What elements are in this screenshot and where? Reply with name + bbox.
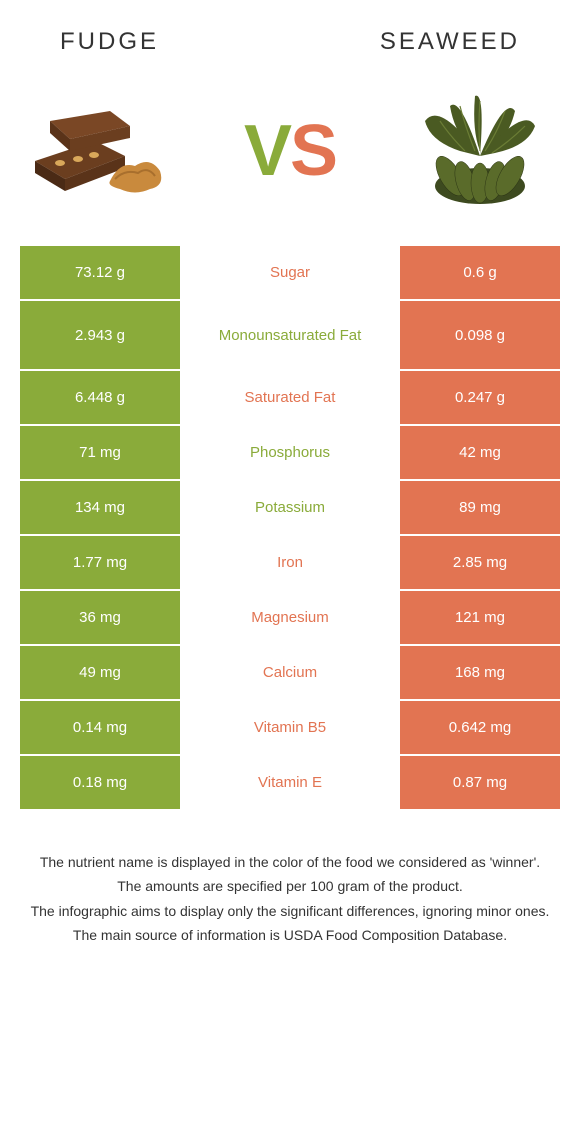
title-left: Fudge [60,28,159,56]
table-row: 6.448 gSaturated Fat0.247 g [20,371,560,424]
table-row: 2.943 gMonounsaturated Fat0.098 g [20,301,560,369]
left-value: 73.12 g [20,246,180,299]
left-value: 2.943 g [20,301,180,369]
left-value: 6.448 g [20,371,180,424]
right-value: 168 mg [400,646,560,699]
nutrient-label: Sugar [180,246,400,299]
title-right: Seaweed [380,28,520,56]
nutrient-label: Monounsaturated Fat [180,301,400,369]
table-row: 71 mgPhosphorus42 mg [20,426,560,479]
vs-label: VS [244,110,336,192]
vs-v: V [244,111,290,191]
right-value: 0.87 mg [400,756,560,809]
left-value: 0.18 mg [20,756,180,809]
table-row: 0.14 mgVitamin B50.642 mg [20,701,560,754]
table-row: 134 mgPotassium89 mg [20,481,560,534]
nutrient-label: Vitamin B5 [180,701,400,754]
left-value: 134 mg [20,481,180,534]
nutrient-label: Vitamin E [180,756,400,809]
right-value: 0.247 g [400,371,560,424]
right-value: 0.642 mg [400,701,560,754]
footer-line: The nutrient name is displayed in the co… [30,851,550,873]
nutrient-label: Potassium [180,481,400,534]
left-value: 49 mg [20,646,180,699]
table-row: 73.12 gSugar0.6 g [20,246,560,299]
footer-line: The main source of information is USDA F… [30,924,550,946]
right-value: 121 mg [400,591,560,644]
left-value: 36 mg [20,591,180,644]
table-row: 36 mgMagnesium121 mg [20,591,560,644]
right-value: 2.85 mg [400,536,560,589]
nutrient-label: Calcium [180,646,400,699]
nutrient-label: Saturated Fat [180,371,400,424]
nutrient-label: Iron [180,536,400,589]
right-value: 42 mg [400,426,560,479]
left-value: 71 mg [20,426,180,479]
images-row: VS [0,66,580,246]
left-value: 1.77 mg [20,536,180,589]
vs-s: S [290,111,336,191]
right-value: 0.098 g [400,301,560,369]
table-row: 49 mgCalcium168 mg [20,646,560,699]
table-row: 1.77 mgIron2.85 mg [20,536,560,589]
right-value: 0.6 g [400,246,560,299]
table-row: 0.18 mgVitamin E0.87 mg [20,756,560,809]
left-value: 0.14 mg [20,701,180,754]
footer-line: The infographic aims to display only the… [30,900,550,922]
comparison-table: 73.12 gSugar0.6 g2.943 gMonounsaturated … [20,246,560,809]
nutrient-label: Phosphorus [180,426,400,479]
nutrient-label: Magnesium [180,591,400,644]
footer-notes: The nutrient name is displayed in the co… [0,811,580,947]
header: Fudge Seaweed [0,0,580,66]
seaweed-image [400,81,560,221]
fudge-image [20,81,180,221]
footer-line: The amounts are specified per 100 gram o… [30,875,550,897]
right-value: 89 mg [400,481,560,534]
